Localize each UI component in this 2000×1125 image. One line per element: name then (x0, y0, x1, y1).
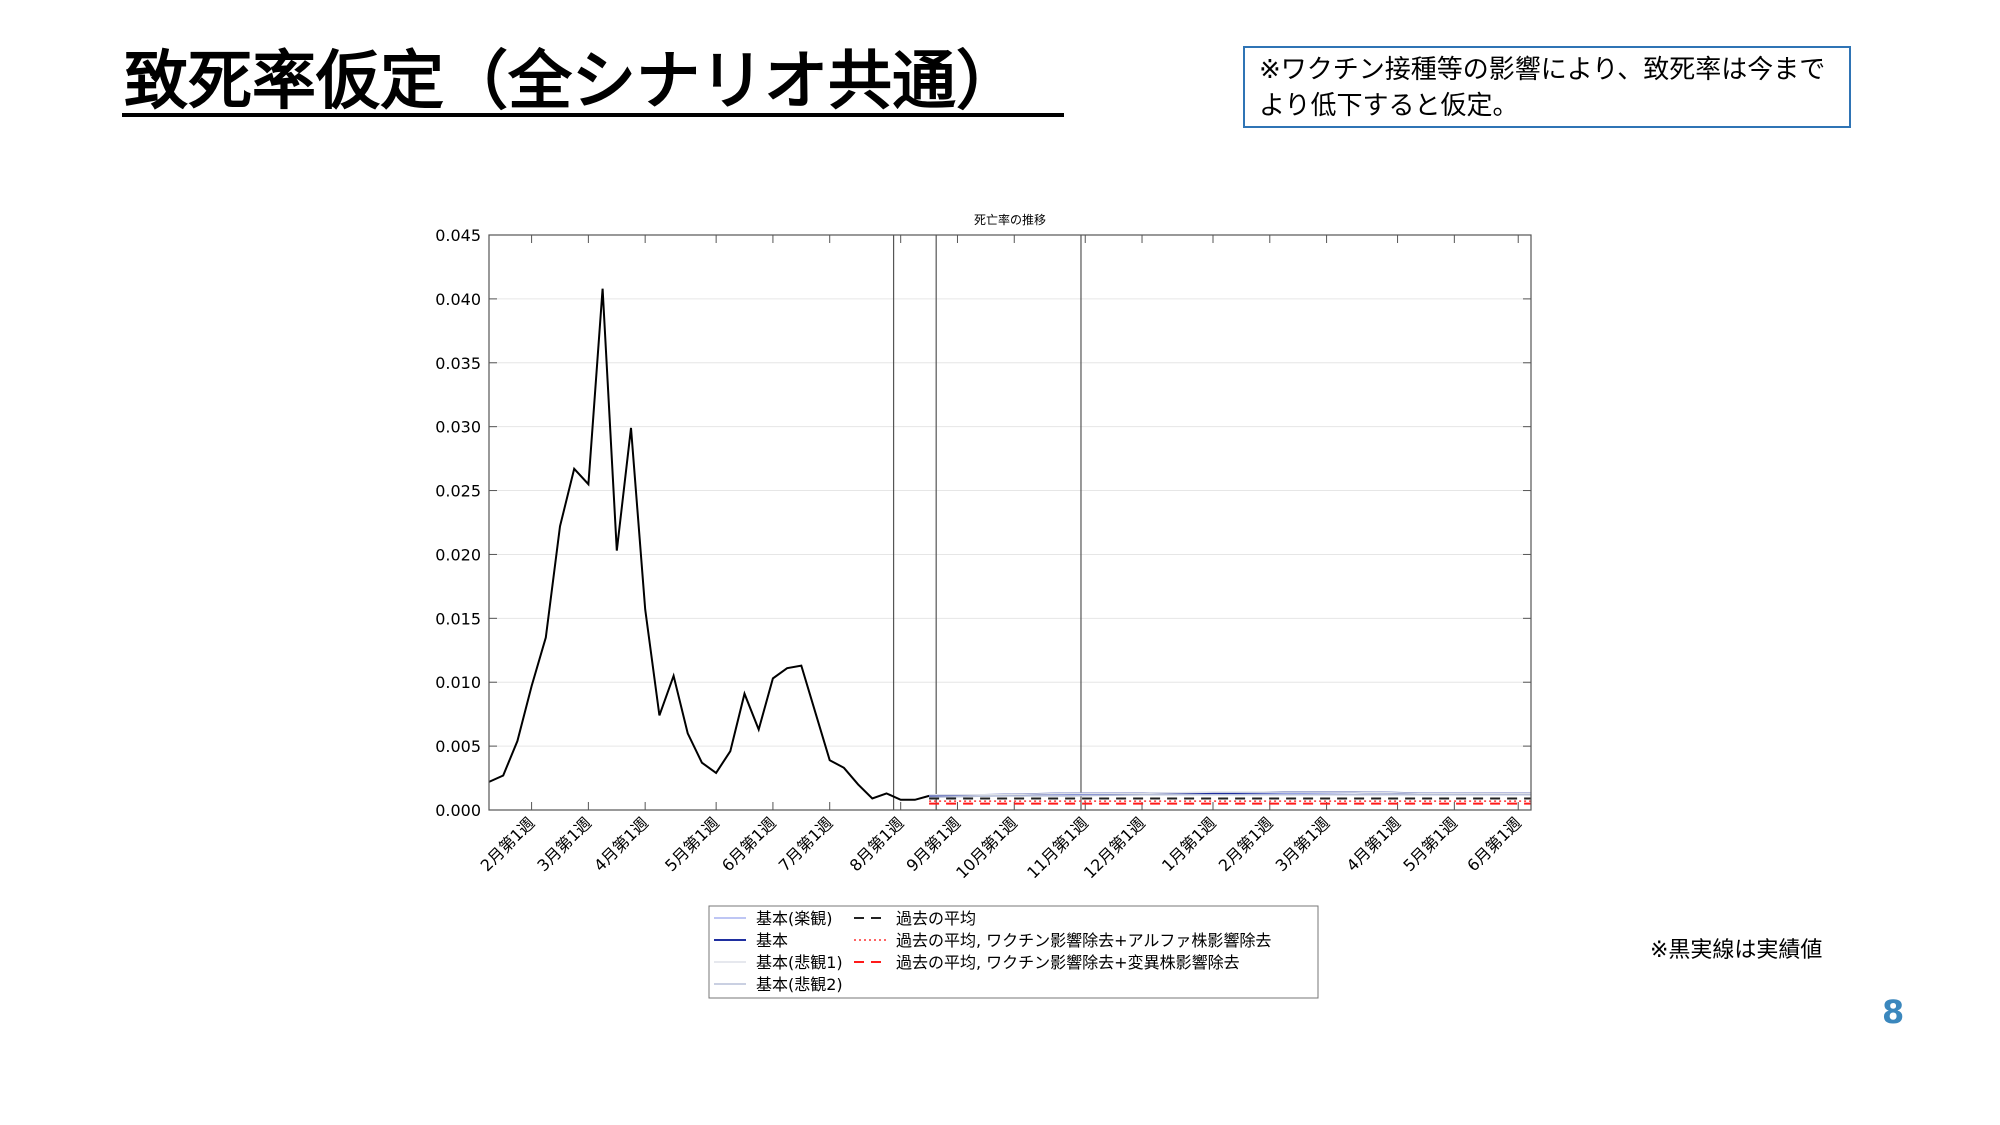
y-tick-label: 0.010 (435, 673, 481, 692)
page-number: 8 (1882, 993, 1905, 1031)
x-tick-label: 10月第1週 (952, 813, 1021, 882)
y-tick-label: 0.040 (435, 290, 481, 309)
y-tick-label: 0.025 (435, 482, 481, 501)
y-tick-label: 0.030 (435, 418, 481, 437)
series-line (488, 288, 930, 801)
series-line (929, 793, 1531, 798)
x-tick-label: 3月第1週 (1272, 813, 1334, 875)
chart-title: 死亡率の推移 (974, 212, 1046, 227)
series-line (929, 791, 1531, 796)
legend-label: 過去の平均, ワクチン影響除去+アルファ株影響除去 (896, 931, 1271, 950)
x-tick-label: 2月第1週 (1215, 813, 1277, 875)
y-tick-label: 0.005 (435, 737, 481, 756)
legend-label: 基本(悲観1) (756, 953, 843, 972)
legend-box (708, 905, 1319, 999)
x-tick-label: 6月第1週 (1463, 813, 1525, 875)
x-tick-label: 2月第1週 (477, 813, 539, 875)
plot-frame (488, 234, 1532, 811)
x-tick-label: 7月第1週 (775, 813, 837, 875)
assumption-note-box: ※ワクチン接種等の影響により、致死率は今までより低下すると仮定。 (1243, 46, 1851, 128)
y-tick-label: 0.000 (435, 801, 481, 820)
legend-label: 基本(楽観) (756, 909, 833, 928)
legend-label: 過去の平均, ワクチン影響除去+変異株影響除去 (896, 953, 1240, 972)
y-tick-label: 0.020 (435, 545, 481, 564)
x-tick-label: 12月第1週 (1080, 813, 1149, 882)
x-tick-label: 4月第1週 (1343, 813, 1405, 875)
y-tick-label: 0.035 (435, 354, 481, 373)
actual-values-note: ※黒実線は実績値 (1650, 938, 1823, 963)
slide-title: 致死率仮定（全シナリオ共通） (124, 45, 1020, 119)
title-underline (122, 113, 1064, 117)
x-tick-label: 3月第1週 (533, 813, 595, 875)
x-tick-label: 8月第1週 (846, 813, 908, 875)
legend-label: 基本(悲観2) (756, 975, 843, 994)
legend-label: 基本 (756, 931, 788, 950)
x-tick-label: 1月第1週 (1158, 813, 1220, 875)
y-tick-label: 0.045 (435, 226, 481, 245)
x-tick-label: 5月第1週 (1399, 813, 1461, 875)
x-tick-label: 4月第1週 (590, 813, 652, 875)
legend-label: 過去の平均 (896, 909, 976, 928)
x-tick-label: 5月第1週 (661, 813, 723, 875)
y-tick-label: 0.015 (435, 609, 481, 628)
x-tick-label: 6月第1週 (718, 813, 780, 875)
